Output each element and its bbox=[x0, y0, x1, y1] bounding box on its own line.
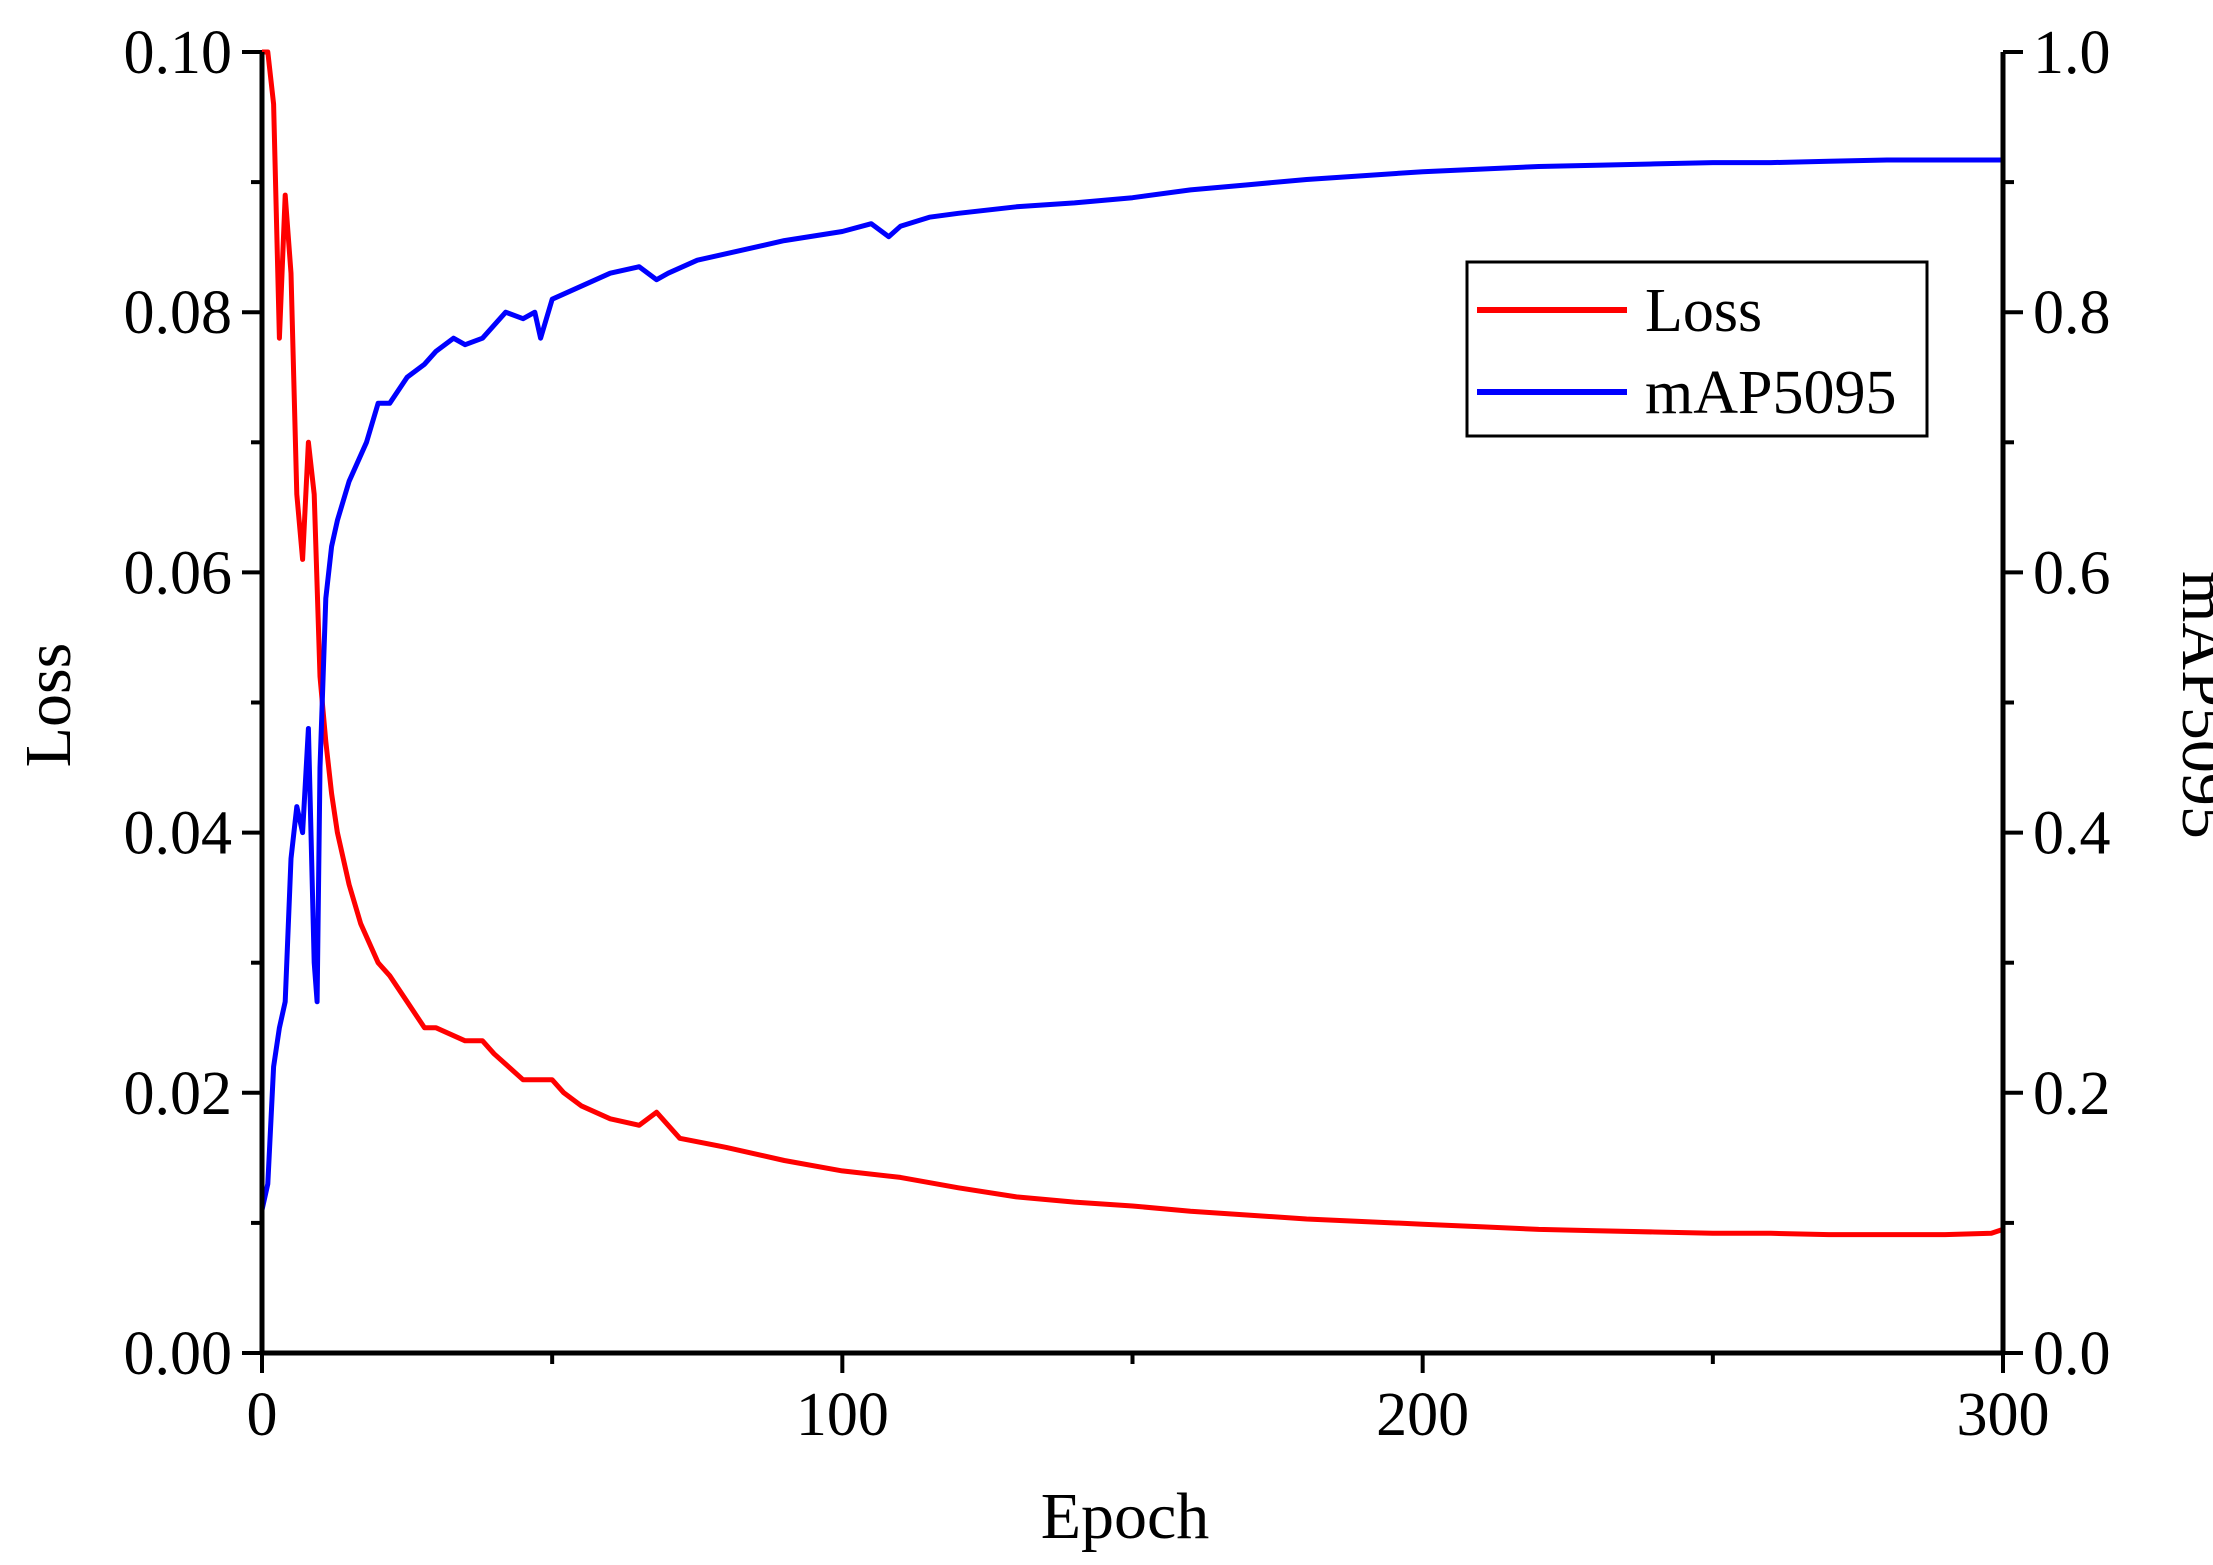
y-left-tick-label: 0.10 bbox=[124, 19, 233, 87]
legend-label-loss: Loss bbox=[1645, 277, 1762, 345]
y-right-tick-label: 0.2 bbox=[2033, 1060, 2111, 1128]
y-left-tick-label: 0.06 bbox=[124, 539, 233, 607]
y-left-tick-label: 0.02 bbox=[124, 1060, 233, 1128]
legend-label-map: mAP5095 bbox=[1645, 359, 1896, 427]
plot-area bbox=[259, 49, 2004, 1238]
x-tick-label: 300 bbox=[1957, 1381, 2050, 1449]
y-right-tick-label: 0.6 bbox=[2033, 539, 2111, 607]
y-axis-left-title: Loss bbox=[12, 643, 85, 768]
x-tick-label: 100 bbox=[796, 1381, 889, 1449]
y-right-tick-label: 1.0 bbox=[2033, 19, 2111, 87]
x-tick-label: 200 bbox=[1376, 1381, 1469, 1449]
y-axis-right-title: mAP5095 bbox=[2168, 571, 2213, 839]
legend-box bbox=[1465, 260, 1929, 438]
y-left-tick-label: 0.04 bbox=[124, 800, 233, 868]
y-right-tick-label: 0.0 bbox=[2033, 1320, 2111, 1388]
x-tick-label: 0 bbox=[247, 1381, 278, 1449]
y-left-tick-label: 0.00 bbox=[124, 1320, 233, 1388]
x-axis-title: Epoch bbox=[1041, 1480, 1210, 1553]
y-right-tick-label: 0.8 bbox=[2033, 279, 2111, 347]
y-right-tick-label: 0.4 bbox=[2033, 800, 2111, 868]
axes: 0 100 200 300 0.00 0.02 0.04 0.06 0.08 0.10 0.0 0.2… bbox=[124, 19, 2111, 1449]
series-line-loss bbox=[262, 49, 2004, 1238]
series-line-map5095 bbox=[259, 157, 2003, 1211]
legend: Loss mAP5095 bbox=[1465, 260, 1929, 438]
y-left-tick-label: 0.08 bbox=[124, 279, 233, 347]
